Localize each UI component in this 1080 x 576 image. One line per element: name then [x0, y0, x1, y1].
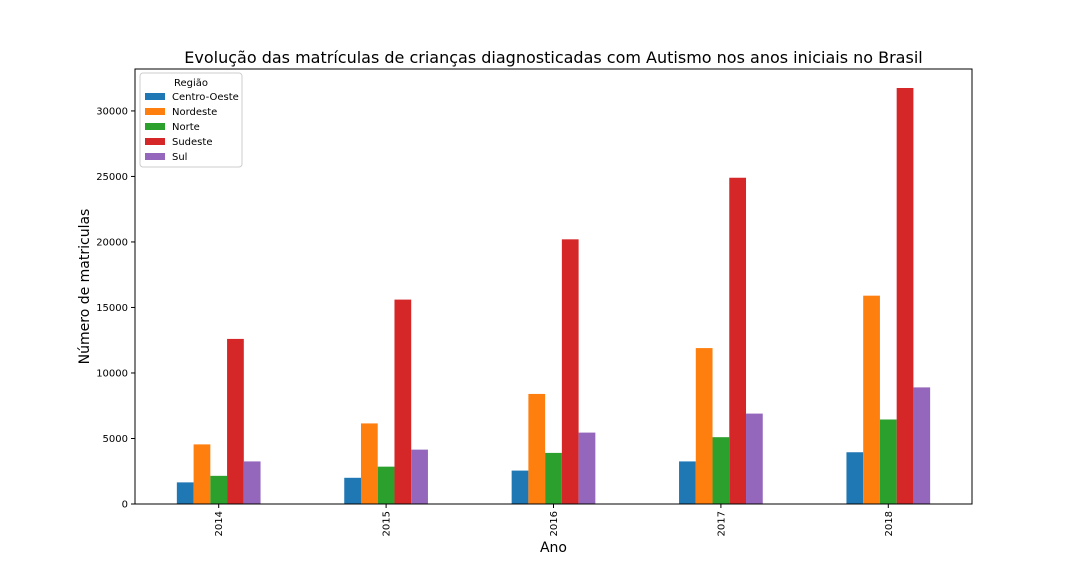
chart-title: Evolução das matrículas de crianças diag… [184, 48, 922, 67]
y-axis-label: Número de matriculas [77, 209, 93, 365]
bar-nordeste-2017 [695, 348, 713, 504]
y-tick-label: 10000 [96, 368, 128, 379]
x-tick-label: 2016 [549, 511, 560, 536]
x-axis-label: Ano [540, 540, 567, 556]
legend-swatch [145, 153, 165, 160]
bar-nordeste-2016 [528, 393, 546, 504]
bar-centro-oeste-2015 [344, 477, 361, 504]
bar-centro-oeste-2018 [846, 452, 864, 504]
bar-sul-2015 [411, 449, 428, 504]
y-tick-label: 0 [122, 500, 128, 511]
legend-label: Norte [172, 122, 200, 133]
bars-group [176, 87, 931, 504]
bar-sul-2014 [243, 461, 261, 504]
y-tick-label: 30000 [96, 106, 128, 117]
y-tick-label: 5000 [103, 434, 128, 445]
legend-swatch [145, 123, 165, 130]
bar-nordeste-2018 [863, 295, 880, 504]
legend-label: Nordeste [172, 107, 217, 118]
legend-label: Sudeste [172, 137, 212, 148]
bar-sudeste-2016 [561, 239, 579, 504]
x-tick-label: 2014 [214, 511, 225, 536]
legend-title: Região [174, 78, 208, 89]
legend-box [139, 72, 243, 168]
bar-norte-2017 [712, 437, 730, 504]
x-tick-label: 2017 [716, 511, 727, 536]
bar-sudeste-2017 [729, 177, 747, 504]
bar-sul-2018 [913, 387, 931, 504]
legend-label: Sul [172, 152, 187, 163]
bar-sul-2016 [578, 432, 596, 504]
y-tick-label: 15000 [96, 303, 128, 314]
y-tick-label: 25000 [96, 172, 128, 183]
bar-norte-2014 [210, 475, 228, 504]
legend-swatch [145, 93, 165, 100]
legend-swatch [145, 108, 165, 115]
bar-centro-oeste-2017 [679, 461, 696, 504]
bar-centro-oeste-2014 [176, 482, 194, 504]
bar-norte-2018 [879, 419, 897, 504]
bar-nordeste-2015 [360, 423, 378, 504]
x-tick-label: 2015 [382, 511, 393, 536]
bar-sudeste-2015 [394, 299, 412, 504]
plot-area [135, 69, 972, 504]
legend-label: Centro-Oeste [172, 92, 239, 103]
bar-centro-oeste-2016 [511, 470, 529, 504]
legend-swatch [145, 138, 165, 145]
plot-frame [134, 68, 973, 505]
legend: Região Centro-Oeste Nordeste Norte Sudeste S… [139, 72, 243, 168]
bar-sudeste-2014 [227, 338, 244, 504]
bar-nordeste-2014 [193, 444, 211, 504]
bar-sul-2017 [746, 413, 763, 504]
bar-sudeste-2018 [896, 87, 914, 504]
x-tick-label: 2018 [884, 511, 895, 536]
legend-items: Centro-Oeste Nordeste Norte Sudeste Sul [145, 92, 239, 163]
bar-norte-2016 [545, 452, 562, 504]
x-axis-ticks: 2014 2015 2016 2017 2018 [214, 504, 895, 536]
y-tick-label: 20000 [96, 237, 128, 248]
y-axis-ticks: 0 5000 10000 15000 20000 25000 30000 [96, 106, 135, 511]
bar-norte-2015 [377, 466, 395, 504]
